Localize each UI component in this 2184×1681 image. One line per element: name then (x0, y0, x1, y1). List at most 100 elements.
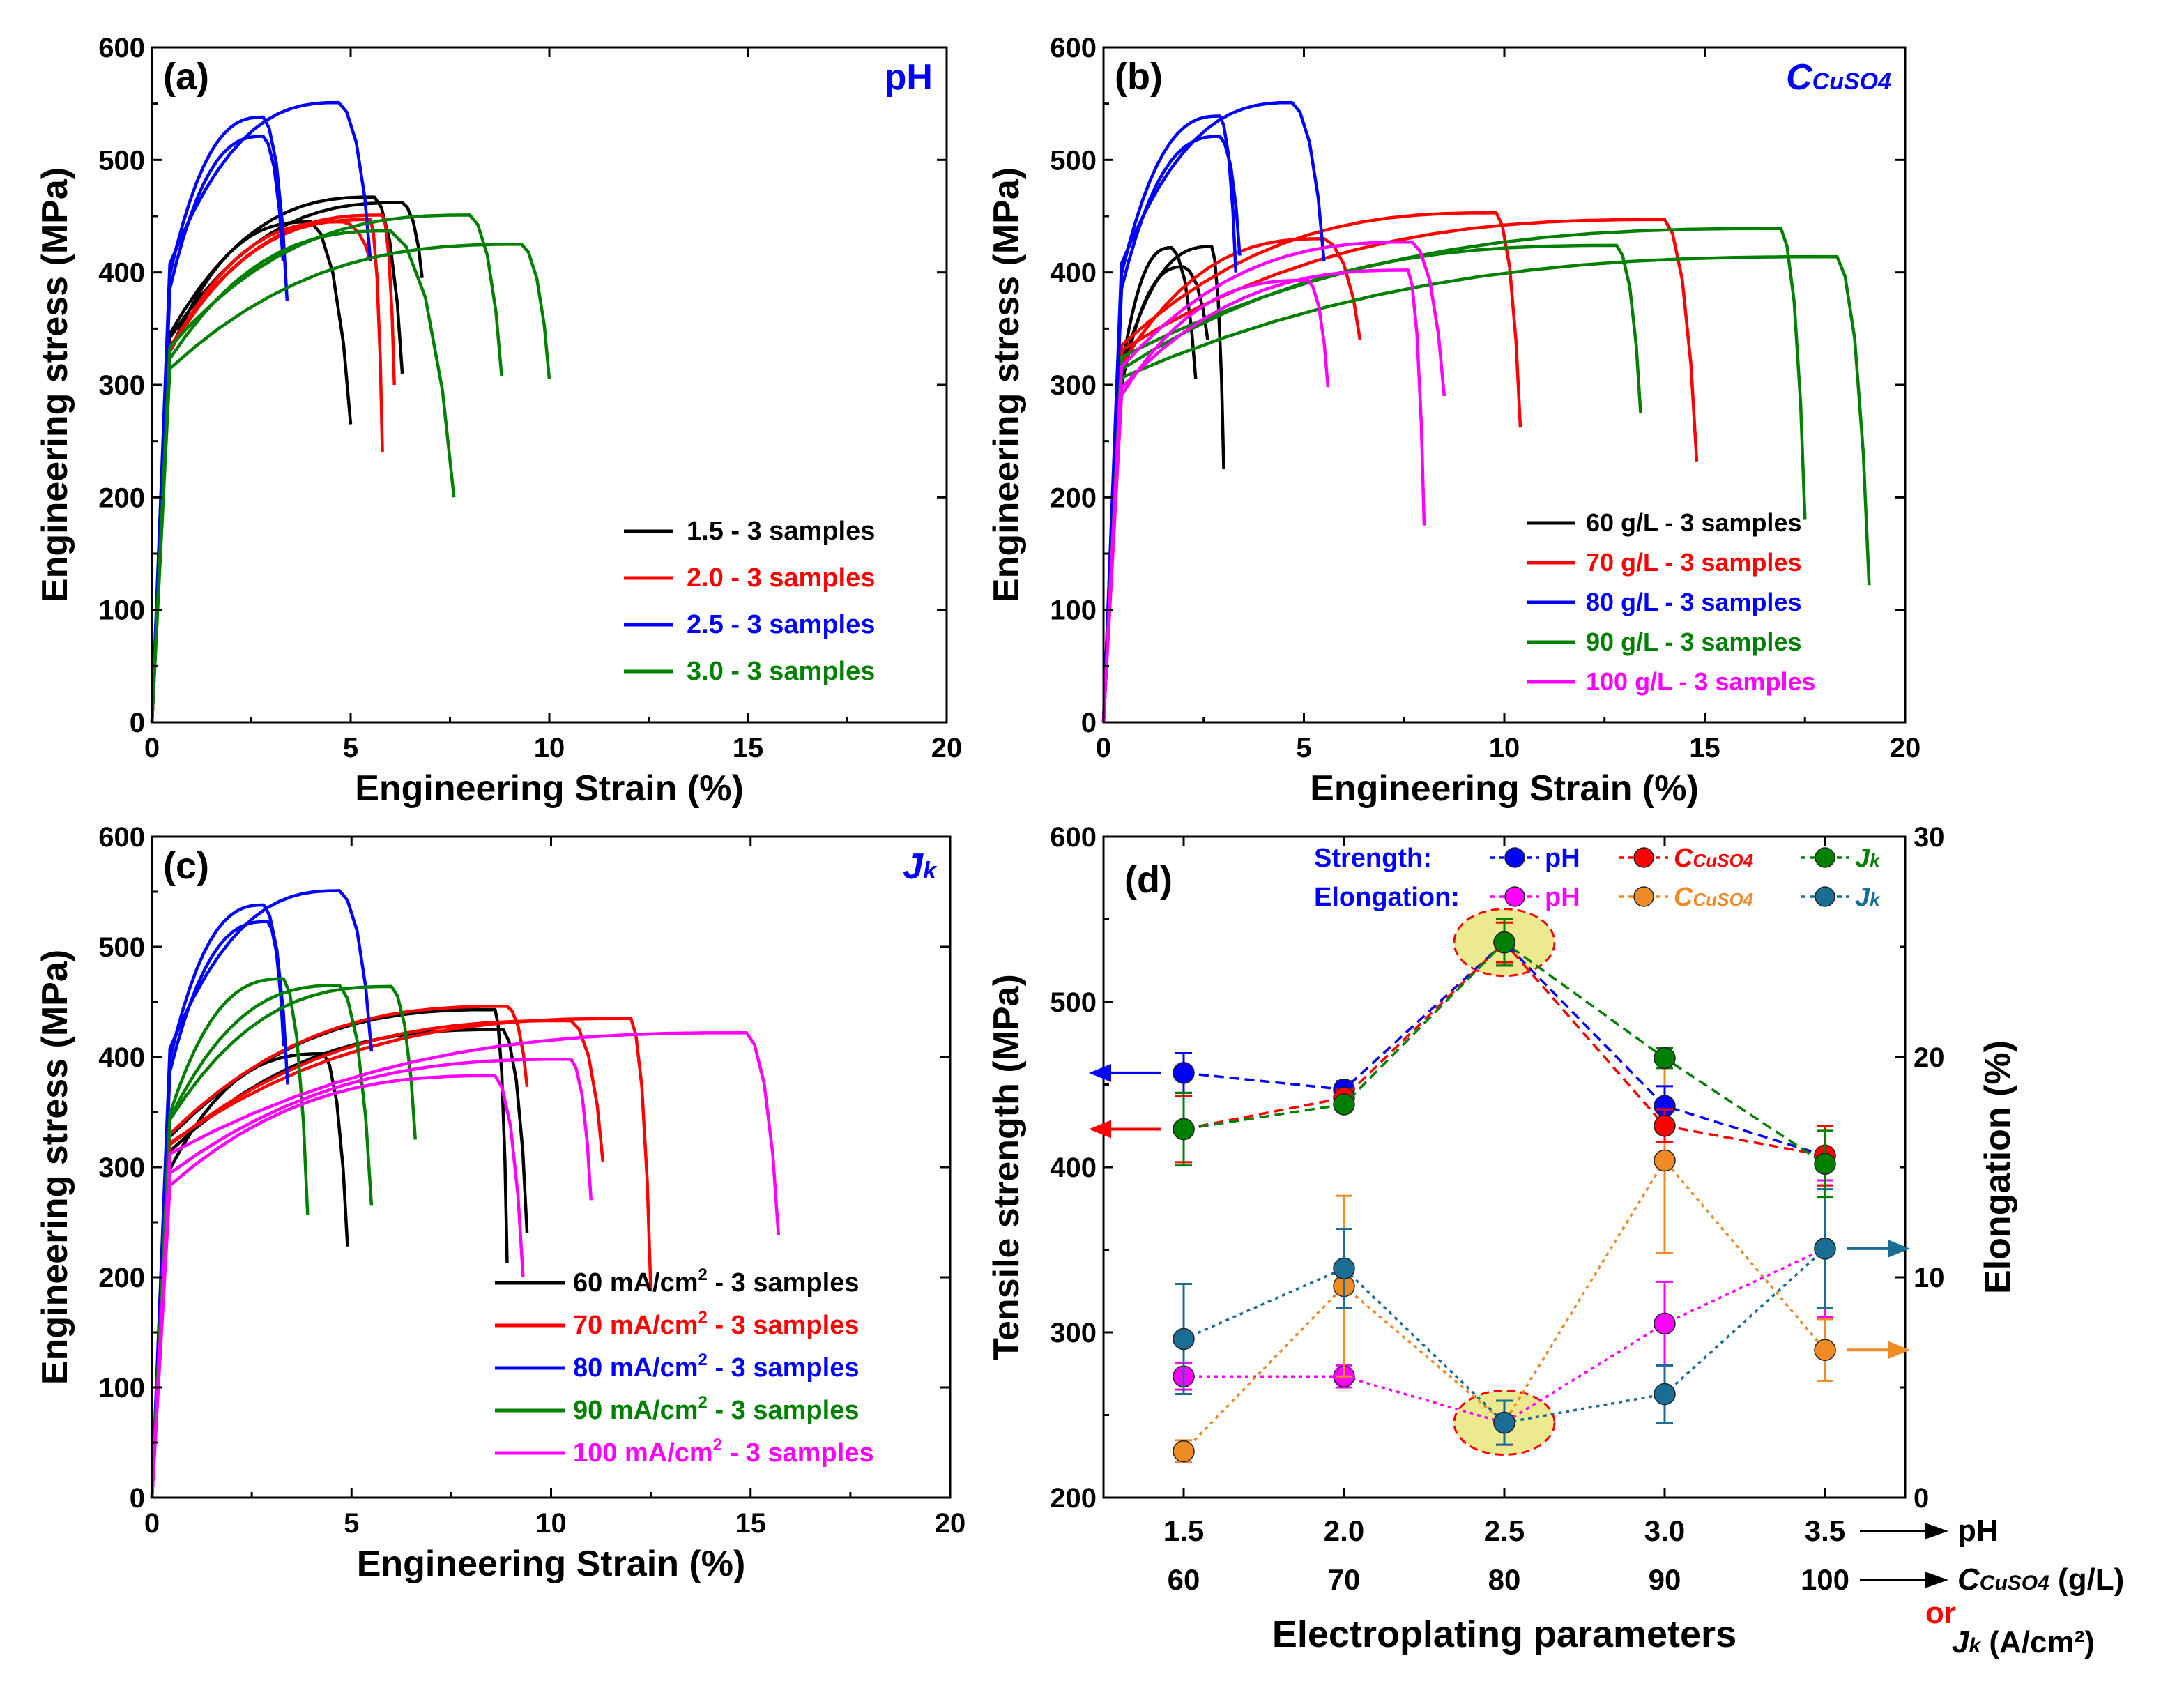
y-tick-label: 100 (98, 595, 145, 626)
curve-a-series-0-sample-2 (150, 201, 424, 723)
curve-b-series-2-sample-0 (1101, 114, 1238, 723)
y-tick-label: 500 (98, 145, 145, 176)
curve-a-series-0-sample-0 (150, 220, 353, 723)
x-tick-label: 20 (935, 1508, 966, 1539)
caption-arrow-ph-head (1925, 1523, 1948, 1539)
elongation-legend-marker-0 (1504, 886, 1525, 907)
curve-a-series-3-sample-2 (150, 243, 551, 723)
curve-b-series-1-sample-1 (1101, 211, 1522, 723)
plot-frame (1102, 46, 1907, 724)
y-tick-label: 300 (98, 1153, 145, 1183)
y-right-tick-label: 0 (1914, 1483, 1929, 1514)
legend-label-0: 60 mA/cm2 - 3 samples (573, 1265, 859, 1298)
strength-line-0 (1183, 941, 1826, 1157)
y-tick-label: 0 (130, 708, 145, 738)
elongation-point-1-0 (1173, 1440, 1195, 1463)
elongation-line-2 (1183, 1247, 1826, 1424)
curve-b-series-4-sample-0 (1101, 278, 1330, 723)
curve-a-series-2-sample-2 (150, 100, 372, 723)
elongation-legend-title: Elongation: (1314, 883, 1460, 912)
curve-c-series-1-sample-2 (150, 1017, 652, 1498)
y-tick-label: 100 (98, 1373, 145, 1404)
elongation-point-2-1 (1333, 1257, 1355, 1280)
legend-label-3: 3.0 - 3 samples (687, 657, 875, 686)
y-tick-label: 600 (1050, 33, 1097, 63)
y-tick-label: 200 (98, 482, 145, 513)
curve-b-series-0-sample-0 (1101, 245, 1198, 723)
curve-c-series-4-sample-0 (150, 1074, 525, 1498)
elongation-point-2-3 (1654, 1383, 1676, 1406)
x-tick-label: 20 (931, 733, 963, 763)
x-axis-title: Engineering Strain (%) (357, 1544, 746, 1584)
legend-label-0: 60 g/L - 3 samples (1586, 508, 1801, 537)
y-tick-label: 500 (98, 932, 145, 963)
x-tick-label-conc: 60 (1168, 1563, 1200, 1596)
legend-label-0: 1.5 - 3 samples (687, 517, 875, 546)
strength-legend-title: Strength: (1314, 844, 1432, 873)
y-tick-label: 500 (1050, 987, 1097, 1018)
curve-a-series-0-sample-1 (150, 195, 404, 723)
legend-label-1: 70 mA/cm2 - 3 samples (573, 1308, 859, 1340)
curve-c-series-3-sample-1 (150, 984, 374, 1498)
corner-label: pH (885, 57, 933, 98)
x-tick-label: 20 (1890, 733, 1921, 763)
caption-conc: CCuSO4 (g/L) (1957, 1562, 2124, 1597)
curve-c-series-4-sample-1 (150, 1057, 593, 1498)
caption-arrow-conc-head (1925, 1572, 1948, 1588)
x-axis-title: Engineering Strain (%) (1310, 768, 1699, 809)
strength-point-2-0 (1173, 1118, 1195, 1141)
legend-label-3: 90 g/L - 3 samples (1586, 627, 1801, 656)
strength-legend-label-2: Jk (1855, 844, 1881, 873)
strength-point-2-2 (1493, 931, 1515, 954)
x-tick-label: 5 (343, 733, 358, 763)
panel-label: (d) (1124, 859, 1173, 901)
curve-b-series-4-sample-1 (1101, 268, 1426, 723)
x-tick-label-conc: 90 (1649, 1563, 1681, 1596)
strength-legend-label-0: pH (1545, 844, 1580, 873)
x-tick-label-conc: 100 (1801, 1563, 1849, 1596)
strength-point-1-3 (1654, 1115, 1676, 1137)
curve-c-series-2-sample-0 (150, 903, 289, 1498)
elongation-legend-marker-2 (1815, 886, 1835, 907)
y-tick-label: 400 (1050, 1153, 1097, 1183)
y-tick-label: 400 (98, 1042, 145, 1073)
y-axis-title: Engineering stress (MPa) (35, 950, 75, 1385)
caption-jk: Jk (A/cm²) (1952, 1625, 2095, 1659)
legend-label-2: 2.5 - 3 samples (687, 610, 875, 639)
x-axis-title: Engineering Strain (%) (355, 768, 744, 809)
y-tick-label: 0 (130, 1483, 145, 1514)
panel-label: (c) (163, 845, 209, 887)
x-tick-label: 10 (535, 1508, 567, 1539)
panel-d: 1.5602.0702.5803.0903.510020030040050060… (986, 822, 2124, 1659)
y-right-tick-label: 30 (1914, 822, 1945, 853)
legend-label-2: 80 mA/cm2 - 3 samples (573, 1351, 859, 1383)
strength-point-2-3 (1654, 1047, 1676, 1070)
y-tick-label: 300 (98, 370, 145, 401)
y-tick-label: 200 (1050, 1483, 1097, 1514)
x-tick-label-conc: 70 (1328, 1563, 1361, 1596)
elongation-legend-marker-1 (1633, 886, 1654, 907)
legend-label-1: 2.0 - 3 samples (687, 563, 875, 593)
x-tick-label: 0 (1096, 733, 1111, 763)
corner-label: Jk (903, 846, 938, 887)
curve-c-series-2-sample-1 (150, 920, 286, 1498)
curve-b-series-2-sample-2 (1101, 100, 1326, 723)
curve-b-series-2-sample-1 (1101, 135, 1242, 723)
x-tick-label: 10 (1489, 733, 1520, 763)
x-tick-label-ph: 2.0 (1324, 1514, 1364, 1547)
legend-label-2: 80 g/L - 3 samples (1586, 588, 1801, 616)
y-tick-label: 100 (1050, 595, 1097, 626)
curve-c-series-3-sample-2 (150, 984, 418, 1498)
y-axis-title: Engineering stress (MPa) (35, 167, 75, 602)
y-tick-label: 200 (98, 1263, 145, 1293)
elongation-legend-label-1: CCuSO4 (1674, 883, 1754, 912)
curve-c-series-1-sample-1 (150, 1019, 605, 1498)
elongation-point-0-3 (1654, 1312, 1676, 1335)
y-tick-label: 0 (1081, 708, 1097, 738)
curve-b-series-0-sample-2 (1101, 245, 1225, 723)
strength-legend-label-1: CCuSO4 (1674, 844, 1754, 873)
y-tick-label: 600 (98, 33, 145, 63)
